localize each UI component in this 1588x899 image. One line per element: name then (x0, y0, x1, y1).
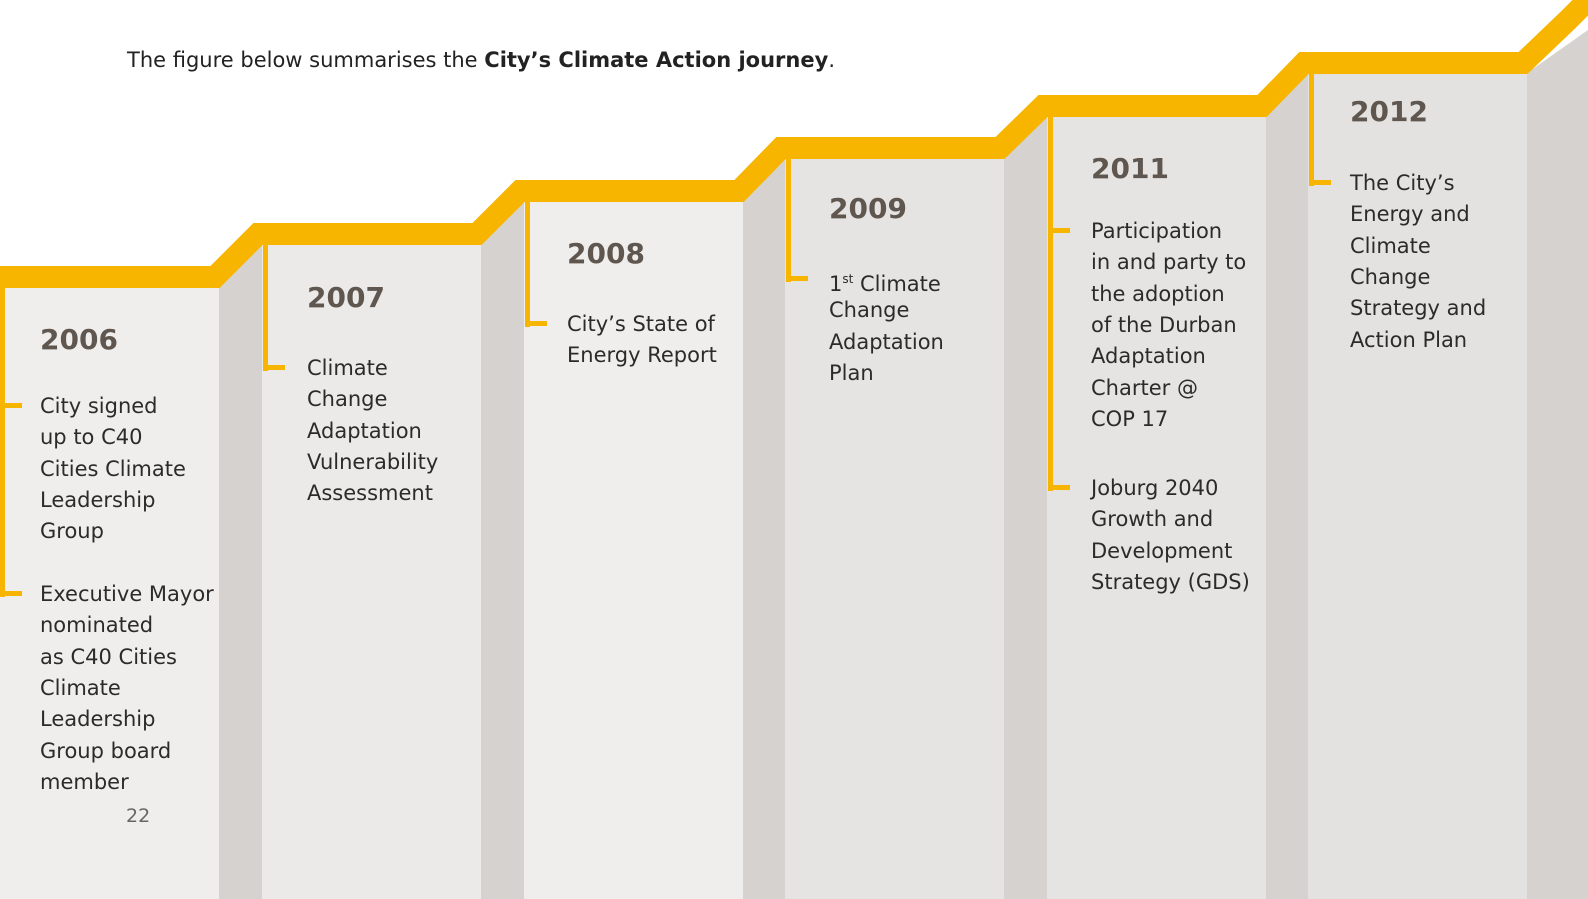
timeline-tick (786, 276, 808, 281)
timeline-bar (1048, 106, 1053, 491)
item-line: Strategy (GDS) (1091, 569, 1250, 594)
timeline-bar (0, 277, 5, 597)
panel (1047, 116, 1267, 899)
item-line: Action Plan (1350, 327, 1468, 352)
item-text: Climate (853, 272, 941, 296)
item-line: Change (829, 298, 910, 323)
item-line: in and party to (1091, 250, 1247, 275)
item-line: Adaptation (829, 329, 944, 354)
item-line: Group board (40, 738, 172, 763)
item-line: Change (1350, 264, 1431, 289)
year: 2006 (40, 323, 118, 356)
item-line: Leadership (40, 487, 156, 512)
panel-side (481, 201, 524, 899)
stair-line (0, 0, 1588, 288)
timeline-tick (1048, 228, 1070, 233)
item-line: The City’s (1350, 171, 1455, 195)
item-line: Adaptation (307, 418, 422, 443)
timeline-bar (263, 234, 268, 371)
panel (1308, 73, 1528, 899)
item-line: Assessment (307, 481, 433, 506)
panel-side (1004, 115, 1047, 899)
item-line: Adaptation (1091, 344, 1206, 369)
item-line: Growth and (1091, 507, 1214, 532)
panel-side (219, 244, 262, 899)
item-line: up to C40 (40, 425, 143, 450)
timeline-bar (525, 191, 530, 327)
page-number: 22 (126, 805, 151, 827)
item-line: Leadership (40, 707, 156, 732)
item-line: Climate (40, 675, 121, 700)
panel (785, 158, 1005, 899)
year: 2009 (829, 192, 907, 225)
year: 2007 (307, 281, 385, 314)
year: 2011 (1091, 152, 1169, 185)
item-text: 1 (829, 272, 843, 296)
year: 2008 (567, 237, 645, 270)
item-line: the adoption (1091, 281, 1225, 306)
item-line: of the Durban (1091, 312, 1237, 337)
timeline-tick (0, 403, 22, 408)
item-line: Strategy and (1350, 296, 1487, 321)
panel-side (743, 158, 786, 899)
item-line: City’s State of (567, 312, 715, 336)
item-line: Joburg 2040 (1091, 476, 1219, 500)
timeline-tick (1309, 180, 1331, 185)
timeline-tick (263, 365, 285, 370)
panel (524, 201, 744, 899)
item-line: Climate (307, 356, 388, 380)
item-line: Climate (1350, 233, 1431, 258)
intro: The figure below summarises the City’s C… (127, 48, 835, 72)
item-line: Charter @ (1091, 375, 1198, 400)
timeline-tick (1048, 485, 1070, 490)
panel-side (1527, 30, 1588, 899)
item-line: nominated (40, 613, 154, 638)
item-line: Participation (1091, 219, 1223, 243)
item-line: Energy Report (567, 343, 717, 368)
superscript: st (842, 272, 854, 286)
item-line: Vulnerability (307, 449, 439, 474)
item-line: Change (307, 387, 388, 412)
item-line: Executive Mayor (40, 582, 214, 606)
timeline-bar (1309, 63, 1314, 186)
item-line: 1st Climate (829, 264, 941, 300)
timeline-tick (525, 321, 547, 326)
item-line: Plan (829, 360, 874, 385)
panel (262, 244, 482, 899)
timeline-tick (0, 591, 22, 596)
item-line: COP 17 (1091, 406, 1169, 431)
intro-text: . (828, 48, 835, 72)
item-line: Energy and (1350, 202, 1470, 227)
panel (0, 287, 220, 899)
year: 2012 (1350, 95, 1428, 128)
item-line: Cities Climate (40, 456, 186, 481)
item-line: Group (40, 519, 104, 544)
panel-side (1266, 73, 1309, 899)
item-line: member (40, 769, 129, 794)
timeline-bar (786, 148, 791, 282)
intro-text: The figure below summarises the (127, 48, 485, 72)
intro-bold: City’s Climate Action journey (484, 48, 829, 72)
item-line: as C40 Cities (40, 644, 177, 669)
item-line: City signed (40, 394, 158, 418)
item-line: Development (1091, 538, 1233, 563)
